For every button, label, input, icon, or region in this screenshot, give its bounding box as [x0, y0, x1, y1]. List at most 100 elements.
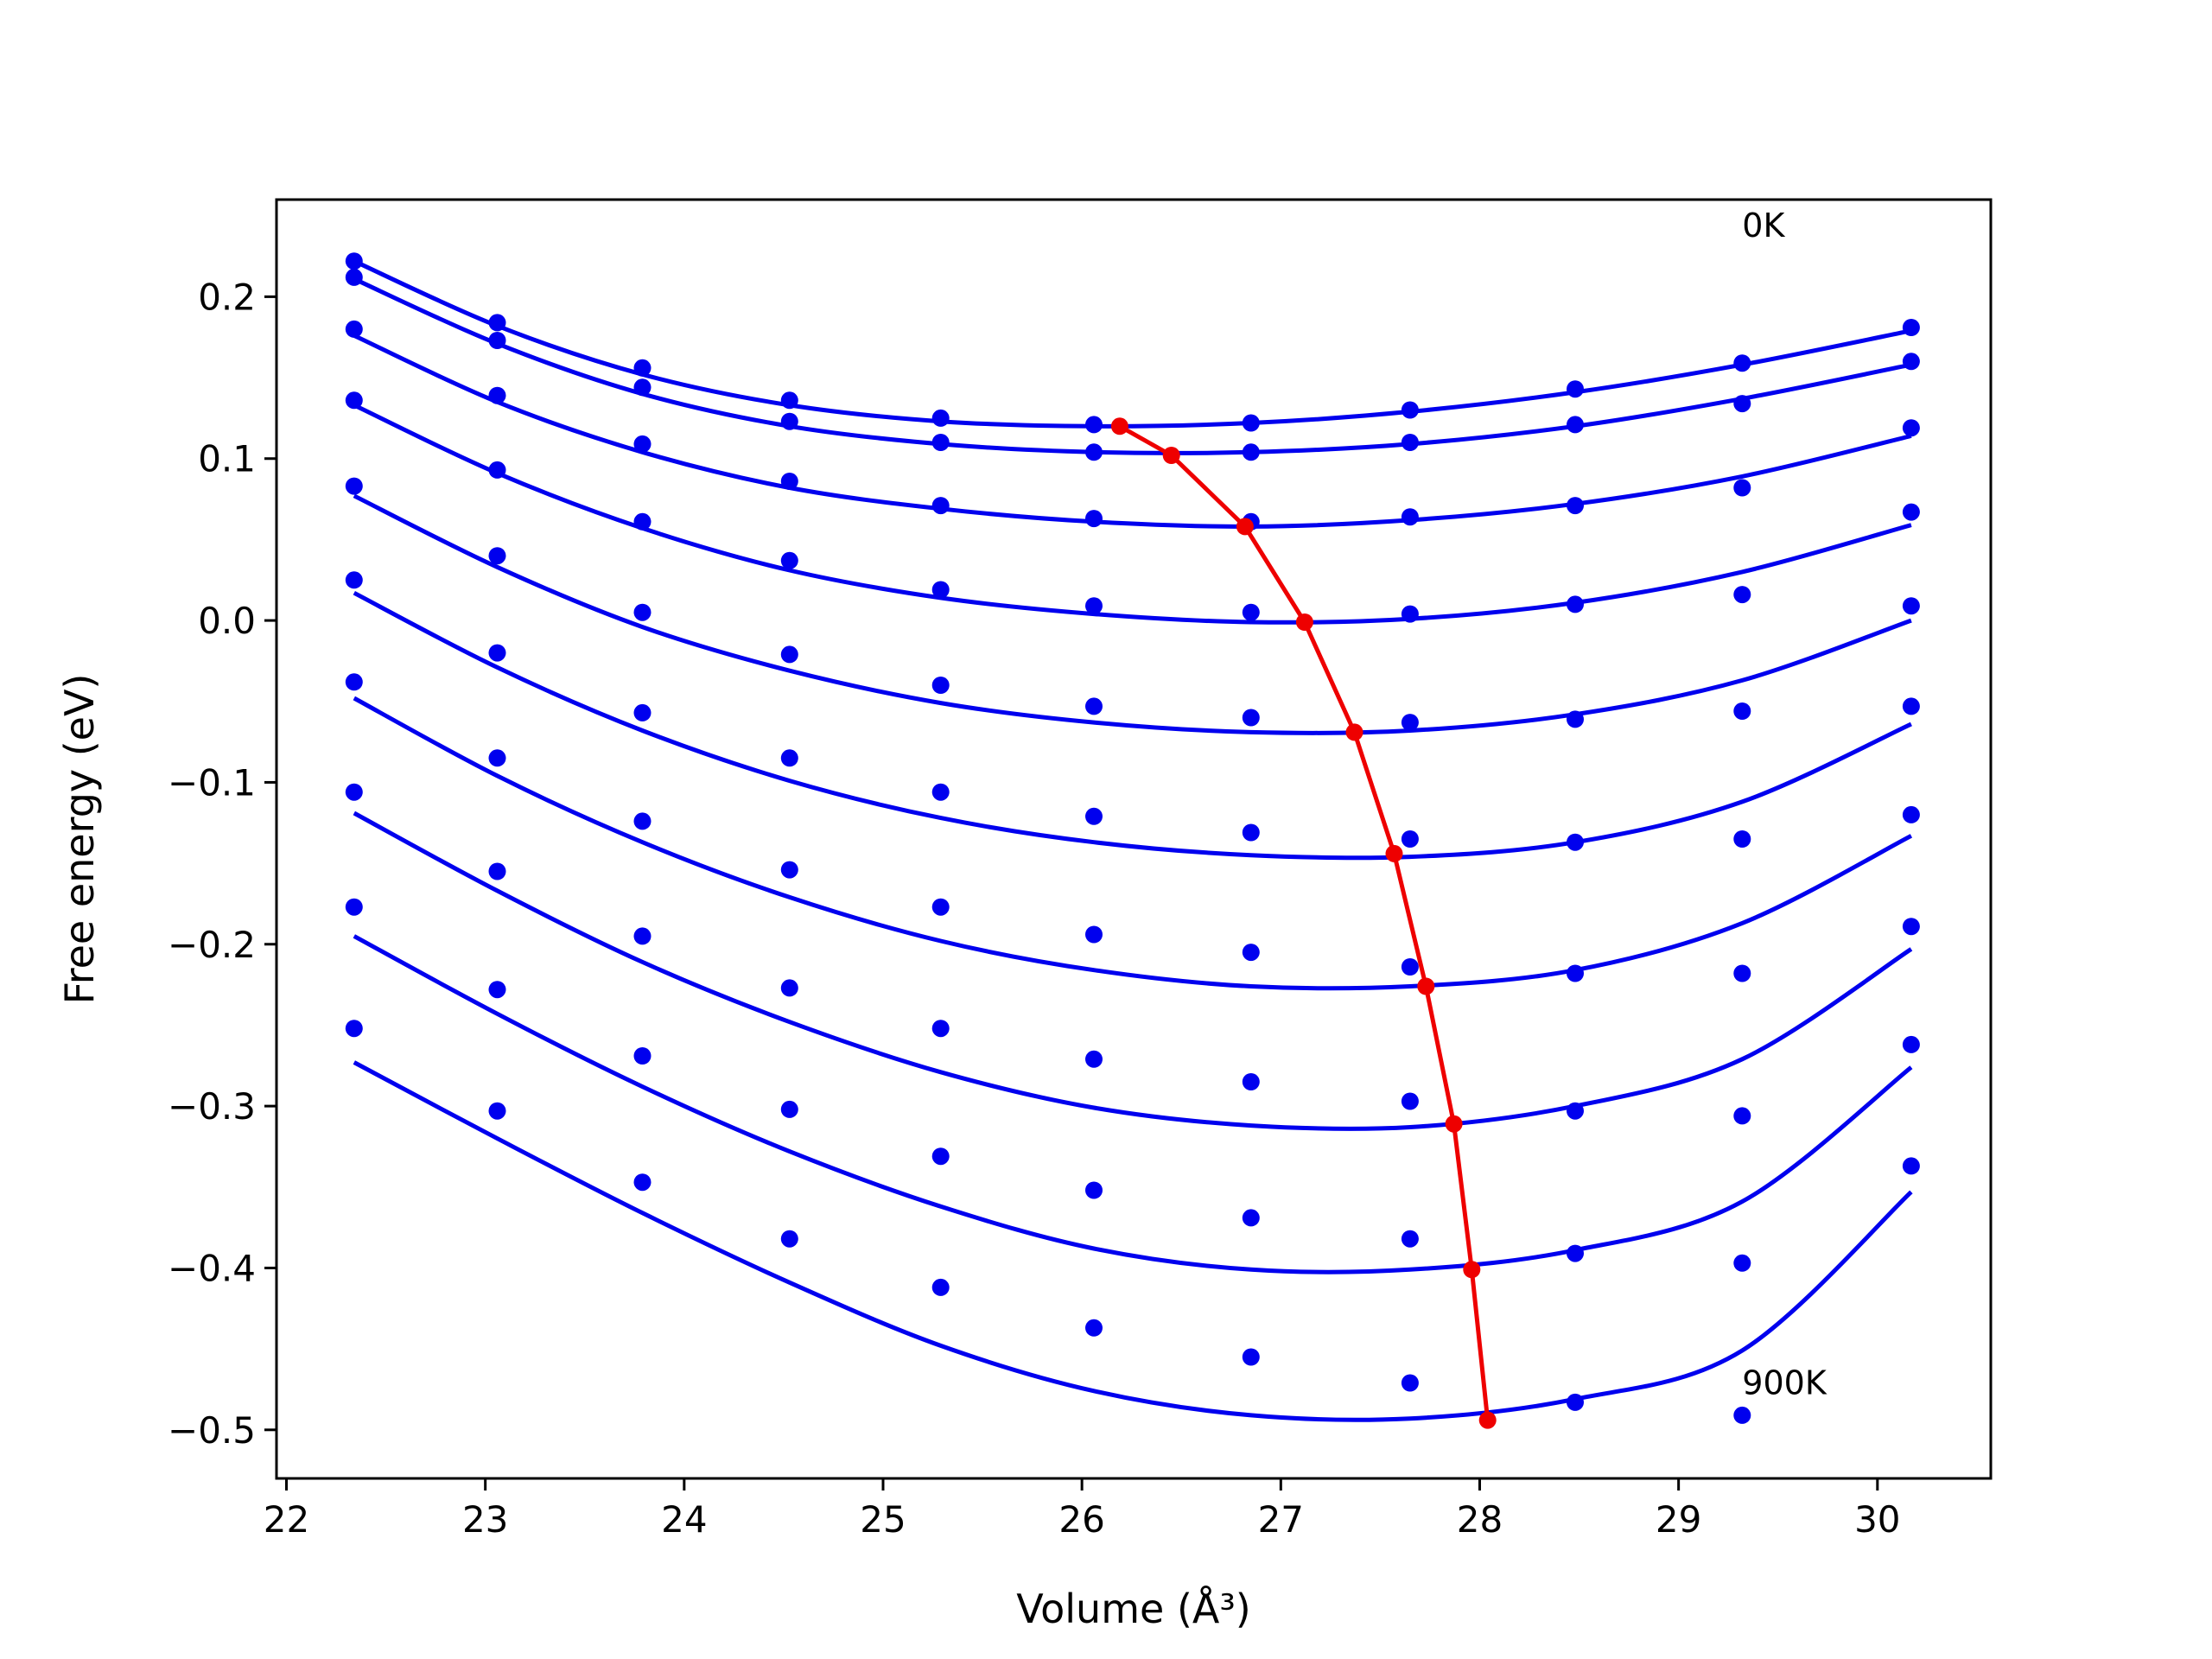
y-tick-label: 0.0: [198, 600, 256, 642]
x-axis-label: Volume (Å³): [1016, 1586, 1251, 1632]
data-point: [1242, 1348, 1260, 1366]
data-point: [345, 783, 363, 801]
data-point: [345, 268, 363, 286]
data-point: [633, 378, 652, 397]
data-point: [1902, 697, 1920, 715]
y-tick-label: 0.2: [198, 276, 256, 318]
data-point: [1401, 434, 1419, 451]
minimum-point: [1110, 417, 1128, 435]
data-point: [1733, 395, 1751, 413]
data-point: [1733, 1406, 1751, 1424]
data-point: [1902, 503, 1920, 521]
x-tick-label: 28: [1457, 1498, 1503, 1541]
data-point: [780, 1100, 798, 1118]
y-axis: 0.2 0.1 0.0 −0.1 −0.2 −0.3 −0.4 −0.5: [168, 276, 276, 1452]
data-point: [780, 551, 798, 569]
data-point: [931, 497, 950, 515]
x-axis: 22 23 24 25 26 27 28 29 30: [264, 1478, 1901, 1541]
data-point: [1085, 416, 1103, 434]
data-point: [633, 512, 652, 531]
y-tick-label: −0.5: [168, 1409, 256, 1452]
data-point: [1085, 807, 1103, 825]
data-point: [1902, 918, 1920, 936]
series-layer: [345, 252, 1920, 1424]
data-point: [1567, 416, 1584, 434]
data-point: [780, 1230, 798, 1248]
data-point: [488, 314, 506, 332]
annotation-0k: 0K: [1742, 207, 1785, 245]
minimum-path-line: [1118, 424, 1491, 1421]
data-point: [1401, 605, 1419, 623]
y-tick-label: −0.3: [168, 1085, 256, 1128]
data-point: [1902, 419, 1920, 437]
minimum-point: [1478, 1411, 1497, 1429]
series-1: [345, 268, 1920, 461]
data-point: [1401, 401, 1419, 419]
data-point: [780, 861, 798, 879]
data-point: [931, 1278, 950, 1296]
minimum-point: [1236, 518, 1254, 536]
x-tick-label: 29: [1656, 1498, 1701, 1541]
data-point: [1567, 380, 1584, 398]
data-point: [1401, 1374, 1419, 1392]
data-point: [1242, 1209, 1260, 1227]
data-point: [633, 603, 652, 621]
data-point: [1242, 823, 1260, 842]
data-point: [1733, 586, 1751, 604]
data-point: [345, 571, 363, 589]
annotation-900k: 900K: [1742, 1364, 1827, 1402]
data-point: [931, 898, 950, 916]
series-9: [345, 1020, 1920, 1424]
data-point: [780, 749, 798, 767]
data-point: [345, 1020, 363, 1038]
data-point: [1085, 925, 1103, 944]
minimum-path-layer: [1110, 417, 1497, 1429]
data-point: [633, 359, 652, 377]
fit-curve-6: [353, 696, 1913, 991]
fit-curve-8: [353, 934, 1913, 1274]
fit-curve-9: [353, 1060, 1913, 1422]
minimum-point: [1295, 613, 1313, 631]
data-point: [1567, 1393, 1584, 1411]
data-point: [780, 391, 798, 410]
data-point: [345, 477, 363, 495]
data-point: [488, 1102, 506, 1120]
data-point: [1401, 508, 1419, 526]
data-point: [1567, 964, 1584, 982]
series-6: [345, 673, 1920, 991]
data-point: [1902, 1157, 1920, 1175]
data-point: [633, 435, 652, 453]
minimum-point: [1445, 1115, 1463, 1133]
series-5: [345, 571, 1920, 861]
x-tick-label: 24: [661, 1498, 707, 1541]
data-point: [1242, 944, 1260, 962]
data-point: [345, 673, 363, 691]
data-point: [1085, 1050, 1103, 1068]
series-0: [345, 252, 1920, 434]
data-point: [1085, 597, 1103, 615]
data-point: [1085, 1319, 1103, 1337]
minimum-point: [1345, 723, 1363, 741]
y-tick-label: −0.2: [168, 924, 256, 966]
data-point: [488, 862, 506, 880]
data-point: [1733, 1254, 1751, 1272]
minimum-point: [1417, 977, 1435, 995]
minimum-point: [1162, 447, 1180, 464]
series-8: [345, 898, 1920, 1274]
data-point: [780, 979, 798, 997]
data-point: [931, 409, 950, 427]
data-point: [633, 927, 652, 945]
x-tick-label: 30: [1854, 1498, 1900, 1541]
data-point: [931, 1020, 950, 1038]
fit-curve-7: [353, 810, 1913, 1131]
y-tick-label: −0.1: [168, 761, 256, 804]
x-tick-label: 27: [1258, 1498, 1304, 1541]
data-point: [1733, 479, 1751, 497]
data-point: [780, 412, 798, 430]
data-point: [1733, 354, 1751, 372]
data-point: [1902, 805, 1920, 823]
data-point: [1902, 597, 1920, 615]
series-4: [345, 477, 1920, 735]
data-point: [931, 434, 950, 451]
